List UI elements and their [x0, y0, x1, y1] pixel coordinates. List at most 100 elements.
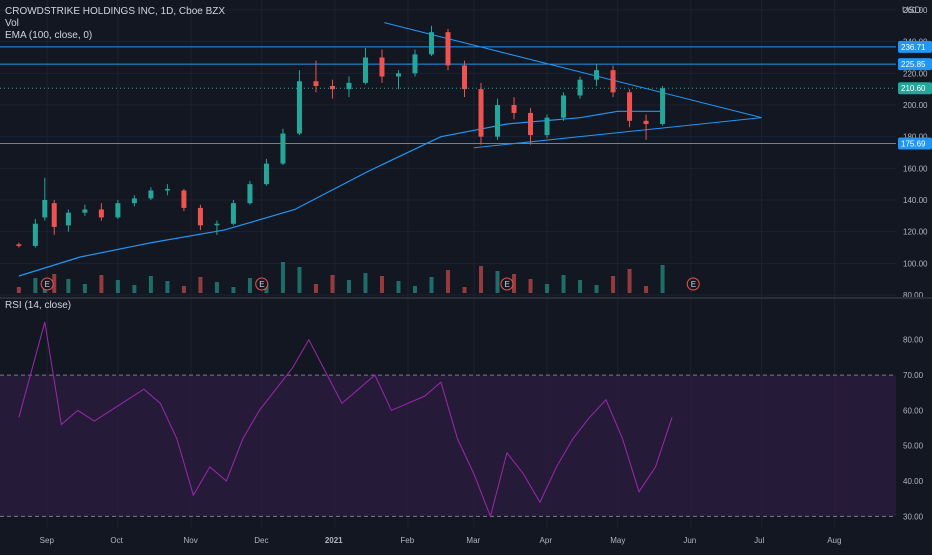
volume-bar: [545, 284, 550, 293]
candle-body: [577, 79, 583, 96]
rsi-line: [18, 321, 673, 519]
price-tick-label: 100.00: [903, 259, 928, 268]
price-tick-label: 220.00: [903, 69, 928, 78]
rsi-tick-label: 60.00: [903, 406, 924, 415]
volume-bar: [512, 274, 517, 293]
candle-body: [643, 120, 649, 124]
currency-label: USD: [902, 5, 922, 15]
candle-body: [197, 207, 203, 226]
candle-body: [478, 89, 484, 137]
symbol-title[interactable]: CROWDSTRIKE HOLDINGS INC, 1D, Cboe BZX: [5, 6, 226, 17]
price-tick-label: 180.00: [903, 133, 928, 142]
earnings-marker-icon: [40, 277, 54, 291]
volume-bar: [627, 269, 632, 293]
volume-bar: [297, 267, 302, 293]
price-tick-label: 260.00: [903, 6, 928, 15]
volume-bar: [594, 285, 599, 293]
volume-bar: [429, 277, 434, 293]
candle-body: [42, 200, 48, 218]
volume-bar: [578, 280, 583, 293]
candle-body: [544, 117, 550, 136]
candle-body: [131, 198, 137, 204]
candle-body: [148, 190, 154, 199]
candle-body: [296, 81, 302, 134]
candle-body: [379, 57, 385, 77]
candle-body: [561, 95, 567, 118]
earnings-marker-label: E: [691, 280, 696, 289]
x-tick-label: Feb: [400, 536, 414, 545]
candle-body: [627, 92, 633, 121]
volume-bar: [115, 280, 120, 293]
x-tick-label: May: [610, 536, 625, 545]
candle-body: [528, 112, 534, 136]
volume-bar: [379, 276, 384, 293]
x-tick-label: Mar: [466, 536, 480, 545]
candle-body: [230, 203, 236, 224]
volume-bar: [313, 284, 318, 293]
price-level-label: 175.69: [901, 139, 926, 148]
volume-bar: [165, 281, 170, 293]
ema-line: [18, 110, 663, 277]
candle-body: [428, 32, 434, 55]
volume-bar: [16, 287, 21, 293]
volume-bar: [82, 284, 87, 293]
volume-bar: [66, 279, 71, 293]
candle-body: [247, 184, 253, 204]
rsi-tick-label: 80.00: [903, 336, 924, 345]
volume-bar: [231, 287, 236, 293]
price-tick-label: 120.00: [903, 228, 928, 237]
earnings-marker-label: E: [45, 280, 50, 289]
volume-bar: [148, 276, 153, 293]
volume-bar: [412, 286, 417, 293]
x-tick-label: Jun: [683, 536, 696, 545]
volume-bar: [611, 276, 616, 293]
volume-bar: [363, 273, 368, 293]
earnings-marker-label: E: [504, 280, 509, 289]
price-level-tag: [898, 137, 932, 150]
volume-legend[interactable]: Vol: [5, 18, 19, 29]
last-price-label: 210.60: [901, 84, 926, 93]
rsi-tick-label: 70.00: [903, 371, 924, 380]
volume-bar: [330, 275, 335, 293]
volume-bar: [346, 280, 351, 293]
price-level-label: 225.85: [901, 60, 926, 69]
volume-bar: [462, 287, 467, 293]
candle-body: [65, 212, 71, 226]
x-tick-label: Jul: [754, 536, 764, 545]
candle-body: [329, 86, 335, 90]
candle-body: [51, 203, 57, 227]
last-price-tag: [898, 82, 932, 95]
x-tick-label: Dec: [254, 536, 268, 545]
price-level-tag: [898, 58, 932, 71]
rsi-legend[interactable]: RSI (14, close): [5, 300, 72, 311]
earnings-marker-icon: [255, 277, 269, 291]
candle-body: [594, 70, 600, 80]
volume-bar: [528, 279, 533, 293]
price-level-tag: [898, 40, 932, 53]
rsi-tick-label: 40.00: [903, 477, 924, 486]
candle-body: [82, 209, 88, 213]
volume-bar: [33, 278, 38, 293]
candle-body: [16, 244, 22, 246]
candle-body: [395, 73, 401, 77]
candle-body: [462, 65, 468, 90]
volume-bar: [660, 265, 665, 293]
chart-legend: CROWDSTRIKE HOLDINGS INC, 1D, Cboe BZX V…: [5, 6, 225, 42]
volume-bar: [479, 266, 484, 293]
price-level-label: 236.71: [901, 43, 926, 52]
candle-body: [445, 32, 451, 66]
earnings-marker-icon: [500, 277, 514, 291]
ema-legend[interactable]: EMA (100, close, 0): [5, 30, 93, 41]
price-tick-label: 160.00: [903, 164, 928, 173]
trendline: [473, 117, 762, 149]
candle-body: [412, 54, 418, 74]
volume-bar: [396, 281, 401, 293]
candle-body: [362, 57, 368, 83]
candle-body: [263, 163, 269, 185]
rsi-tick-label: 50.00: [903, 442, 924, 451]
x-tick-label: Apr: [540, 536, 553, 545]
candle-body: [511, 105, 517, 113]
volume-bar: [561, 275, 566, 293]
